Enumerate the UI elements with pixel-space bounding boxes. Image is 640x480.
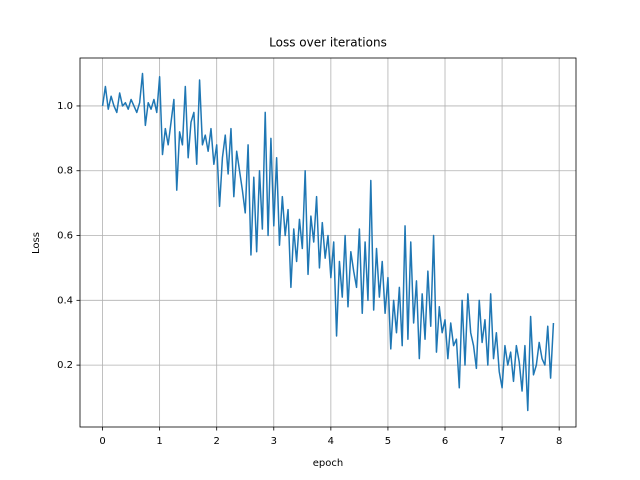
y-tick-label: 0.2 xyxy=(57,360,73,371)
x-tick-label: 7 xyxy=(499,436,505,447)
x-tick-label: 1 xyxy=(156,436,162,447)
x-tick-label: 8 xyxy=(556,436,562,447)
x-tick-label: 3 xyxy=(271,436,277,447)
y-tick-label: 1.0 xyxy=(57,101,73,112)
y-tick-label: 0.8 xyxy=(57,166,73,177)
y-tick-label: 0.6 xyxy=(57,231,73,242)
line xyxy=(101,72,555,412)
x-tick-label: 6 xyxy=(442,436,448,447)
x-tick-label: 2 xyxy=(214,436,220,447)
y-tick-label: 0.4 xyxy=(57,295,73,306)
chart-title: Loss over iterations xyxy=(269,36,387,50)
x-tick-label: 0 xyxy=(99,436,105,447)
y-axis-label: Loss xyxy=(31,232,42,254)
axes-frame xyxy=(79,57,577,428)
x-tick-label: 4 xyxy=(328,436,334,447)
x-tick-label: 5 xyxy=(385,436,391,447)
x-axis-label: epoch xyxy=(313,458,343,469)
